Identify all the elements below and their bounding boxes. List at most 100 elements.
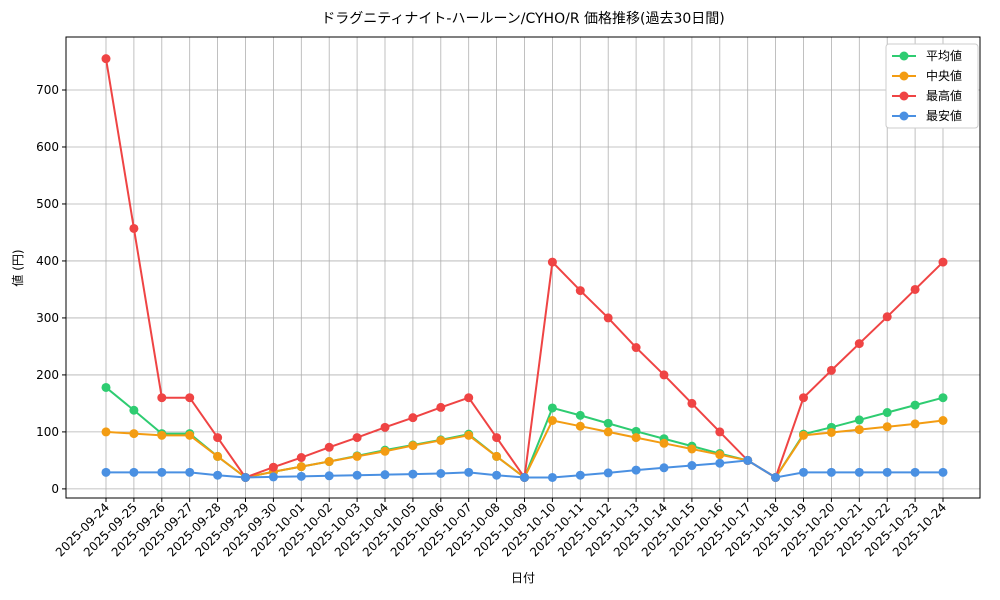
- point: [464, 430, 474, 440]
- point: [854, 415, 864, 425]
- legend-label: 平均値: [926, 48, 962, 63]
- point: [464, 467, 474, 477]
- point: [129, 467, 139, 477]
- point: [715, 450, 725, 460]
- legend-marker: [899, 91, 909, 101]
- y-tick-label: 0: [51, 482, 59, 496]
- point: [547, 416, 557, 426]
- chart-title: ドラグニティナイト-ハールーン/CYHO/R 価格推移(過去30日間): [321, 11, 725, 27]
- point: [547, 403, 557, 413]
- point: [910, 419, 920, 429]
- point: [603, 468, 613, 478]
- point: [631, 343, 641, 353]
- point: [157, 467, 167, 477]
- point: [129, 429, 139, 439]
- point: [938, 257, 948, 267]
- point: [882, 312, 892, 322]
- point: [101, 427, 111, 437]
- y-tick-label: 100: [36, 425, 59, 439]
- point: [715, 427, 725, 437]
- point: [882, 408, 892, 418]
- point: [129, 223, 139, 233]
- point: [185, 430, 195, 440]
- point: [826, 467, 836, 477]
- point: [296, 462, 306, 472]
- point: [268, 462, 278, 472]
- point: [324, 442, 334, 452]
- legend-marker: [899, 111, 909, 121]
- point: [854, 339, 864, 349]
- point: [408, 413, 418, 423]
- point: [910, 467, 920, 477]
- point: [799, 393, 808, 403]
- point: [547, 257, 557, 267]
- point: [882, 467, 892, 477]
- y-tick-label: 400: [36, 254, 59, 268]
- y-tick-label: 200: [36, 368, 59, 382]
- point: [520, 472, 529, 482]
- point: [854, 425, 864, 435]
- y-tick-label: 700: [36, 83, 59, 97]
- point: [575, 286, 585, 296]
- point: [241, 472, 250, 482]
- y-tick-label: 300: [36, 311, 59, 325]
- point: [771, 472, 781, 482]
- point: [799, 430, 808, 440]
- point: [492, 470, 502, 480]
- point: [101, 467, 111, 477]
- point: [380, 446, 390, 456]
- legend-label: 最安値: [926, 108, 962, 123]
- point: [687, 444, 697, 454]
- point: [938, 416, 948, 426]
- point: [603, 418, 613, 428]
- y-tick-label: 500: [36, 197, 59, 211]
- point: [213, 470, 223, 480]
- point: [575, 470, 585, 480]
- point: [101, 382, 111, 392]
- legend-marker: [899, 51, 909, 61]
- point: [938, 467, 948, 477]
- point: [408, 469, 418, 479]
- point: [659, 370, 669, 380]
- point: [352, 433, 362, 443]
- point: [575, 410, 585, 420]
- point: [157, 393, 167, 403]
- point: [659, 463, 669, 473]
- point: [631, 433, 641, 443]
- point: [129, 405, 139, 415]
- point: [436, 435, 446, 445]
- point: [464, 393, 474, 403]
- point: [631, 426, 641, 436]
- y-axis-label: 値 (円): [10, 249, 25, 286]
- plot-frame: [65, 36, 981, 499]
- point: [854, 467, 864, 477]
- point: [268, 472, 278, 482]
- point: [631, 465, 641, 475]
- point: [743, 455, 753, 465]
- legend-label: 中央値: [926, 68, 962, 83]
- point: [408, 441, 418, 451]
- legend-marker: [899, 71, 909, 81]
- point: [380, 470, 390, 480]
- point: [603, 313, 613, 323]
- point: [352, 451, 362, 461]
- legend-box: [885, 43, 979, 129]
- point: [547, 472, 557, 482]
- point: [687, 461, 697, 471]
- point: [436, 402, 446, 412]
- point: [575, 421, 585, 431]
- point: [826, 365, 836, 375]
- point: [296, 453, 306, 463]
- point: [882, 422, 892, 432]
- point: [296, 471, 306, 481]
- point: [687, 398, 697, 408]
- point: [799, 467, 808, 477]
- point: [492, 433, 502, 443]
- point: [352, 470, 362, 480]
- point: [603, 427, 613, 437]
- legend-label: 最高値: [926, 88, 962, 103]
- point: [157, 430, 167, 440]
- point: [185, 393, 195, 403]
